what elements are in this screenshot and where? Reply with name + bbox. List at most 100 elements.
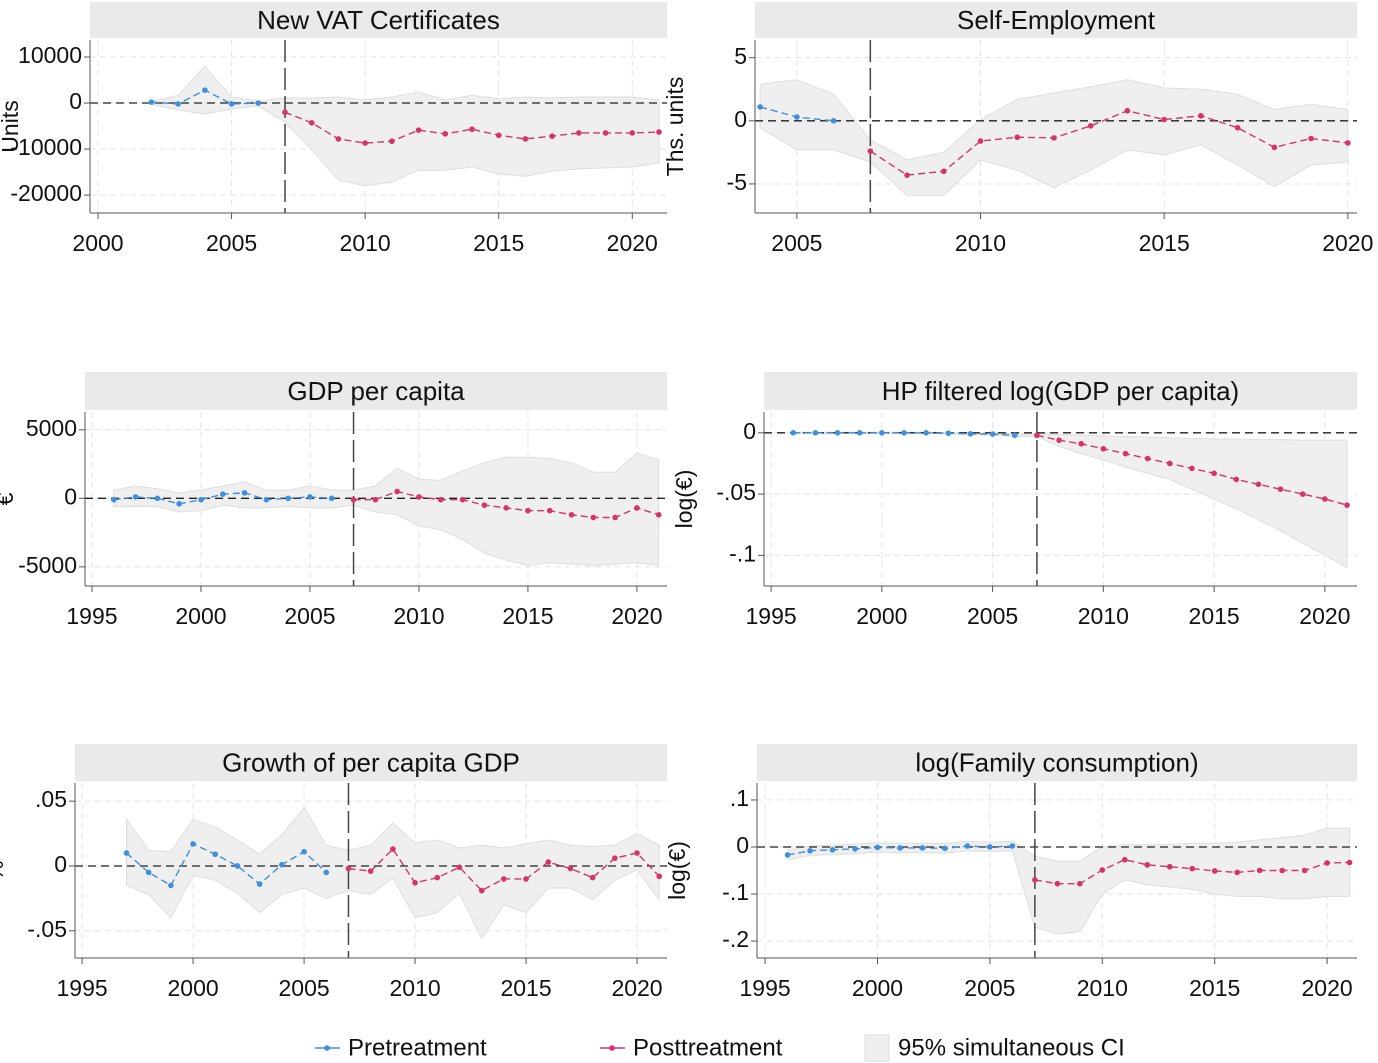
x-tick-label: 2010 [389, 975, 440, 1001]
data-point [807, 847, 813, 854]
y-axis-label: Units [0, 100, 23, 152]
data-point [1189, 465, 1195, 472]
data-point [590, 514, 597, 521]
data-point [1344, 502, 1350, 508]
data-point [655, 511, 662, 518]
data-point [612, 855, 618, 861]
data-point [1234, 869, 1240, 876]
data-point [1301, 867, 1308, 874]
x-tick-label: 2015 [502, 603, 553, 629]
data-point [132, 494, 139, 500]
x-tick-label: 2000 [852, 975, 903, 1001]
data-point [219, 491, 226, 498]
x-tick-label: 1995 [746, 603, 797, 629]
data-point [241, 490, 248, 496]
chart-title: HP filtered log(GDP per capita) [882, 376, 1239, 406]
data-point [1345, 140, 1351, 146]
data-point [901, 430, 907, 436]
data-point [442, 131, 449, 137]
x-tick-label: 2005 [771, 230, 822, 256]
legend-swatch [609, 1045, 615, 1051]
x-tick-label: 2010 [393, 603, 444, 629]
data-point [1121, 856, 1128, 863]
chart-title: New VAT Certificates [257, 5, 500, 35]
y-tick-label: -.05 [716, 479, 756, 505]
y-tick-label: 0 [64, 483, 77, 509]
data-point [255, 100, 262, 106]
series-line [126, 843, 327, 887]
data-point [1324, 860, 1330, 866]
data-point [1322, 496, 1328, 502]
data-point [612, 514, 618, 521]
x-tick-label: 2000 [168, 975, 219, 1001]
data-point [362, 140, 368, 146]
x-tick-label: 2005 [278, 975, 329, 1001]
data-point [812, 430, 819, 436]
y-tick-label: -10000 [10, 134, 82, 160]
x-tick-label: 2000 [175, 603, 226, 629]
data-point [202, 87, 208, 93]
y-tick-label: 0 [54, 851, 67, 877]
data-point [256, 881, 263, 887]
data-point [522, 136, 529, 142]
data-point [495, 132, 502, 139]
y-tick-label: 0 [734, 106, 747, 132]
y-axis-label: € [0, 492, 18, 505]
x-tick-label: 2015 [1189, 975, 1240, 1001]
y-tick-label: 0 [69, 88, 82, 114]
data-point [456, 864, 463, 871]
legend-label: 95% simultaneous CI [898, 1034, 1125, 1061]
data-point [1256, 867, 1263, 874]
data-point [148, 99, 155, 105]
chart-title: Self-Employment [957, 5, 1156, 35]
data-point [967, 431, 974, 437]
data-point [1099, 867, 1106, 873]
y-tick-label: 0 [743, 418, 756, 444]
data-point [190, 841, 196, 847]
series-line [1034, 858, 1350, 885]
x-tick-label: 2005 [206, 230, 257, 256]
data-point [176, 500, 182, 507]
data-point [1233, 476, 1240, 483]
data-point [945, 430, 952, 436]
data-point [1299, 491, 1306, 497]
data-point [212, 851, 219, 858]
data-point [1346, 859, 1353, 866]
series-line [869, 109, 1348, 176]
data-point [328, 495, 335, 502]
data-point [308, 120, 315, 126]
y-tick-label: 10000 [18, 42, 82, 68]
data-point [1308, 135, 1314, 142]
data-point [434, 874, 441, 881]
x-tick-label: 2015 [473, 230, 524, 256]
title-band [75, 744, 667, 781]
x-tick-label: 2015 [500, 975, 551, 1001]
x-tick-label: 2000 [856, 603, 907, 629]
data-point [940, 168, 947, 175]
data-point [545, 859, 552, 865]
ci-band [125, 806, 660, 940]
x-tick-label: 2020 [611, 975, 662, 1001]
data-point [634, 505, 640, 511]
data-point [1077, 880, 1083, 887]
ci-band [113, 452, 660, 567]
data-point [1124, 107, 1131, 114]
data-point [307, 494, 313, 500]
x-tick-label: 2020 [1299, 603, 1350, 629]
data-point [323, 869, 330, 876]
data-point [656, 873, 663, 880]
data-point [852, 846, 858, 852]
data-point [234, 863, 241, 869]
data-point [350, 496, 357, 503]
data-point [228, 101, 235, 107]
y-tick-label: 0 [736, 832, 749, 858]
title-band [764, 372, 1357, 410]
x-tick-label: 2020 [607, 230, 658, 256]
y-tick-label: -.1 [722, 879, 749, 905]
y-tick-label: -.05 [27, 916, 67, 942]
title-band [90, 2, 667, 38]
y-tick-label: 5 [734, 43, 747, 69]
x-tick-label: 2020 [1322, 230, 1373, 256]
data-point [634, 850, 640, 856]
